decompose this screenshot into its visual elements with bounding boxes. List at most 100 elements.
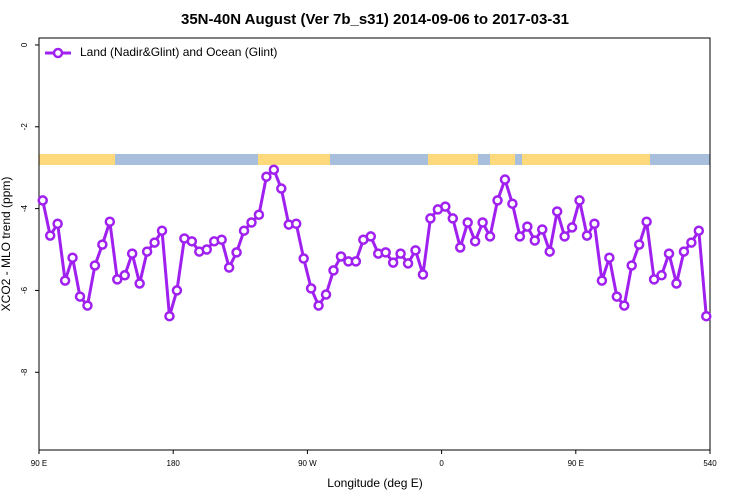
y-tick-label: -4 <box>20 205 29 213</box>
data-point <box>141 246 153 257</box>
data-point <box>454 242 466 253</box>
data-point <box>641 216 652 227</box>
land-band <box>39 154 115 165</box>
series-line <box>41 167 708 317</box>
data-point <box>499 174 511 185</box>
data-point <box>134 278 145 289</box>
data-point <box>447 213 459 224</box>
legend-label: Land (Nadir&Glint) and Ocean (Glint) <box>80 45 277 59</box>
data-point <box>44 230 56 241</box>
data-point <box>559 231 570 242</box>
land-band <box>258 154 330 165</box>
data-point <box>469 236 481 247</box>
data-point <box>656 270 667 281</box>
data-point <box>574 195 585 206</box>
data-point <box>186 236 198 247</box>
data-point <box>201 244 212 255</box>
data-point <box>223 262 235 273</box>
x-tick-label: 0 <box>439 459 444 468</box>
data-point <box>529 235 541 246</box>
data-point <box>477 217 488 228</box>
data-point <box>320 289 332 300</box>
data-point <box>52 218 63 229</box>
data-point <box>112 274 123 285</box>
x-tick-label: 90 E <box>31 459 47 468</box>
data-point <box>231 247 242 258</box>
data-point <box>67 252 78 263</box>
data-point <box>648 274 660 285</box>
data-point <box>514 231 526 242</box>
data-point <box>581 230 593 241</box>
data-point <box>462 217 473 228</box>
data-point <box>663 248 675 259</box>
land-band <box>522 154 650 165</box>
x-tick-label: 180 <box>167 459 181 468</box>
data-point <box>298 253 309 264</box>
data-point <box>335 251 347 262</box>
data-point <box>507 198 518 209</box>
land-ocean-band <box>39 154 710 165</box>
data-point <box>395 248 406 259</box>
data-point <box>544 246 555 257</box>
data-point <box>596 275 608 286</box>
data-point <box>328 265 339 276</box>
data-point <box>619 300 630 311</box>
data-point <box>678 246 690 257</box>
y-tick-label: -8 <box>20 368 29 376</box>
data-point <box>82 300 93 311</box>
data-point <box>492 195 503 206</box>
data-point <box>171 285 183 296</box>
data-point <box>410 245 421 256</box>
data-point <box>686 237 697 248</box>
x-axis-label: Longitude (deg E) <box>327 476 422 490</box>
data-point <box>387 257 399 268</box>
y-tick-label: -2 <box>20 123 29 131</box>
data-point <box>89 260 101 271</box>
data-point <box>417 269 429 280</box>
y-axis-label: XCO2 - MLO trend (ppm) <box>0 177 13 312</box>
data-point <box>604 252 615 263</box>
y-tick-label: 0 <box>20 42 29 47</box>
x-tick-label: 90 E <box>568 459 584 468</box>
data-point <box>365 231 377 242</box>
data-point <box>484 231 496 242</box>
data-point <box>238 225 250 236</box>
data-point <box>693 225 705 236</box>
land-band <box>428 154 478 165</box>
data-point <box>119 270 130 281</box>
data-point <box>425 213 436 224</box>
data-point <box>74 291 86 302</box>
data-point <box>313 300 324 311</box>
data-point <box>104 216 116 227</box>
data-point <box>126 248 138 259</box>
y-tick-label: -6 <box>20 286 29 294</box>
data-point <box>440 201 451 212</box>
data-point <box>290 218 302 229</box>
data-point <box>156 225 168 236</box>
ocean-band <box>39 154 710 165</box>
data-point <box>253 209 265 220</box>
data-point <box>589 218 600 229</box>
data-point <box>566 222 578 233</box>
legend-marker <box>52 47 64 59</box>
data-point <box>633 239 645 250</box>
chart-title: 35N-40N August (Ver 7b_s31) 2014-09-06 t… <box>181 11 569 28</box>
data-point <box>276 183 287 194</box>
data-point <box>261 171 272 182</box>
data-point <box>551 206 563 217</box>
data-point <box>522 221 533 232</box>
data-point <box>701 310 712 322</box>
data-point <box>59 275 71 286</box>
data-point <box>246 217 257 228</box>
plot-frame <box>38 37 711 451</box>
data-point <box>97 239 108 250</box>
data-point <box>216 234 227 245</box>
data-point <box>149 237 160 248</box>
data-point <box>611 291 623 302</box>
data-point <box>380 247 391 258</box>
data-point <box>305 283 317 294</box>
data-point <box>537 224 548 235</box>
data-point <box>350 256 362 267</box>
data-point <box>37 195 48 206</box>
